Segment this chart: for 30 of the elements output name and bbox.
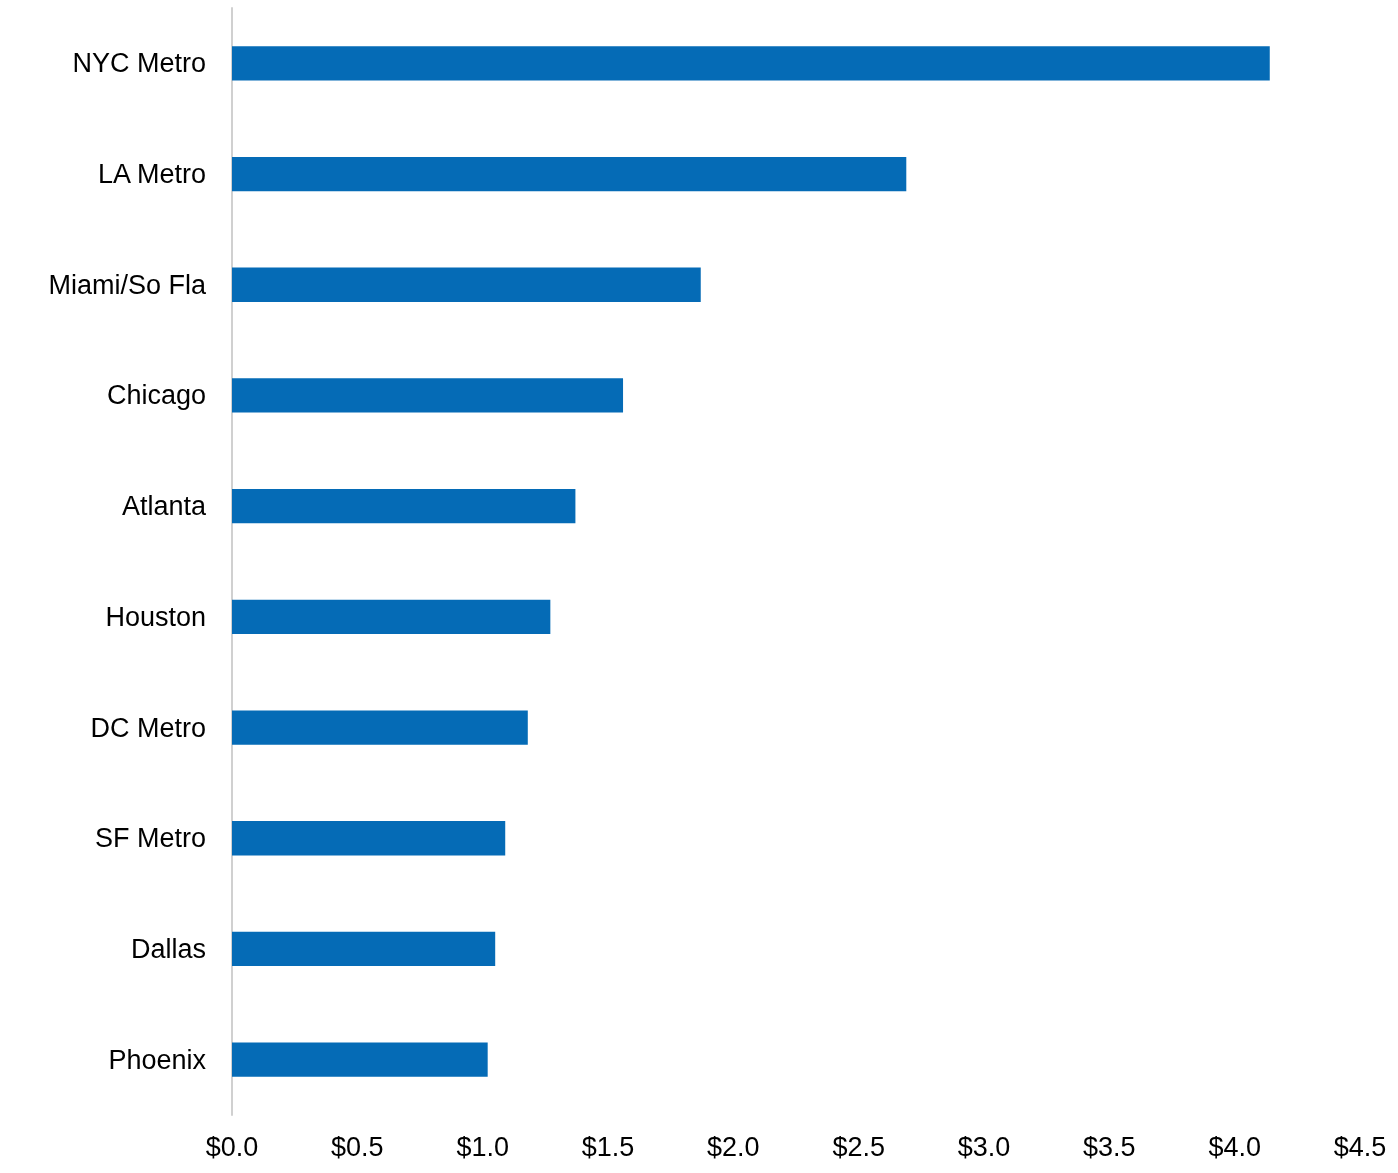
- y-tick-label: LA Metro: [97, 159, 206, 190]
- bar: [232, 599, 551, 635]
- bar: [232, 46, 1270, 81]
- x-tick-label: $4.5: [1333, 1131, 1387, 1162]
- x-tick-label: $0.0: [205, 1131, 259, 1162]
- x-tick-label: $1.0: [456, 1131, 509, 1162]
- y-tick-label: Dallas: [130, 933, 206, 964]
- x-tick-label: $2.0: [707, 1131, 760, 1162]
- bar: [232, 931, 496, 967]
- y-tick-label: Houston: [105, 601, 206, 632]
- x-tick-label: $3.0: [957, 1131, 1011, 1162]
- bar: [232, 378, 624, 413]
- y-tick-label: Chicago: [106, 380, 206, 411]
- x-tick-label: $3.5: [1083, 1131, 1136, 1162]
- x-tick-label: $1.5: [581, 1131, 635, 1162]
- x-tick-label: $0.5: [331, 1131, 384, 1162]
- x-tick-label: $2.5: [832, 1131, 885, 1162]
- bar: [232, 156, 907, 192]
- bar: [232, 1042, 488, 1077]
- y-tick-label: Phoenix: [108, 1044, 207, 1075]
- y-tick-label: Miami/So Fla: [48, 269, 207, 300]
- bar: [232, 821, 506, 856]
- y-tick-label: NYC Metro: [72, 48, 206, 79]
- x-tick-label: $4.0: [1208, 1131, 1261, 1162]
- y-tick-label: Atlanta: [121, 491, 207, 522]
- y-tick-label: SF Metro: [94, 823, 206, 854]
- bar: [232, 488, 576, 524]
- bar: [232, 267, 701, 302]
- bar: [232, 710, 528, 745]
- y-tick-label: DC Metro: [90, 712, 206, 743]
